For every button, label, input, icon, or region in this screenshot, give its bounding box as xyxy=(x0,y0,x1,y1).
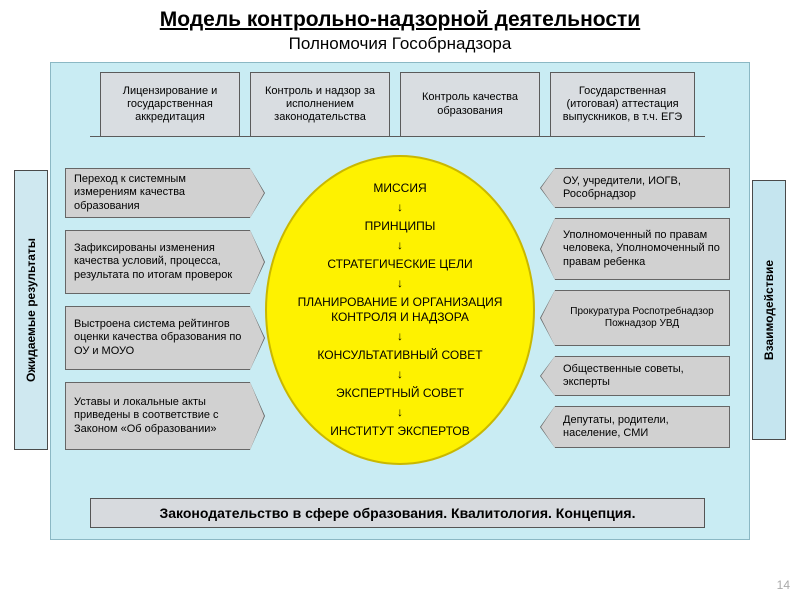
right-arrow-2-text: Прокуратура Роспотребнадзор Пожнадзор УВ… xyxy=(563,306,721,330)
right-arrow-0-text: ОУ, учредители, ИОГВ, Рособрнадзор xyxy=(563,175,721,201)
tab-quality: Контроль качества образования xyxy=(400,72,540,136)
left-arrow-0-text: Переход к системным измерениям качества … xyxy=(74,173,242,213)
circle-arrow-3: ↓ xyxy=(397,329,403,344)
circle-arrow-0: ↓ xyxy=(397,200,403,215)
right-vlabel: Взаимодействие xyxy=(752,180,786,440)
footer-box: Законодательство в сфере образования. Кв… xyxy=(90,498,705,528)
right-arrow-3-text: Общественные советы, эксперты xyxy=(563,363,721,389)
left-arrow-1-text: Зафиксированы изменения качества условий… xyxy=(74,242,242,282)
left-arrow-2: Выстроена система рейтингов оценки качес… xyxy=(65,306,250,370)
right-vlabel-text: Взаимодействие xyxy=(762,260,776,360)
left-vlabel: Ожидаемые результаты xyxy=(14,170,48,450)
right-arrow-1-text: Уполномоченный по правам человека, Уполн… xyxy=(563,229,721,269)
right-arrow-1: Уполномоченный по правам человека, Уполн… xyxy=(555,218,730,280)
circle-arrow-2: ↓ xyxy=(397,276,403,291)
right-arrow-4: Депутаты, родители, население, СМИ xyxy=(555,406,730,448)
circle-arrow-4: ↓ xyxy=(397,367,403,382)
right-arrow-4-text: Депутаты, родители, население, СМИ xyxy=(563,414,721,440)
circle-item-0: МИССИЯ xyxy=(373,181,426,196)
slide-root: Модель контрольно-надзорной деятельности… xyxy=(0,0,800,600)
page-number: 14 xyxy=(777,578,790,592)
circle-arrow-5: ↓ xyxy=(397,405,403,420)
circle-item-5: ЭКСПЕРТНЫЙ СОВЕТ xyxy=(336,386,464,401)
right-arrow-2: Прокуратура Роспотребнадзор Пожнадзор УВ… xyxy=(555,290,730,346)
circle-item-3: ПЛАНИРОВАНИЕ И ОРГАНИЗАЦИЯ КОНТРОЛЯ И НА… xyxy=(287,295,513,325)
slide-subtitle: Полномочия Гособрнадзора xyxy=(0,34,800,58)
left-arrow-3-text: Уставы и локальные акты приведены в соот… xyxy=(74,396,242,436)
left-arrow-3: Уставы и локальные акты приведены в соот… xyxy=(65,382,250,450)
circle-item-2: СТРАТЕГИЧЕСКИЕ ЦЕЛИ xyxy=(327,257,472,272)
circle-item-1: ПРИНЦИПЫ xyxy=(365,219,436,234)
left-vlabel-text: Ожидаемые результаты xyxy=(24,238,38,382)
circle-arrow-1: ↓ xyxy=(397,238,403,253)
left-arrow-1: Зафиксированы изменения качества условий… xyxy=(65,230,250,294)
tabs-underline xyxy=(90,136,705,137)
slide-title: Модель контрольно-надзорной деятельности xyxy=(0,0,800,34)
circle-item-4: КОНСУЛЬТАТИВНЫЙ СОВЕТ xyxy=(317,348,482,363)
circle-item-6: ИНСТИТУТ ЭКСПЕРТОВ xyxy=(330,424,470,439)
center-circle: МИССИЯ ↓ ПРИНЦИПЫ ↓ СТРАТЕГИЧЕСКИЕ ЦЕЛИ … xyxy=(265,155,535,465)
tab-licensing: Лицензирование и государственная аккреди… xyxy=(100,72,240,136)
left-arrow-0: Переход к системным измерениям качества … xyxy=(65,168,250,218)
tab-attestation: Государственная (итоговая) аттестация вы… xyxy=(550,72,695,136)
right-arrow-3: Общественные советы, эксперты xyxy=(555,356,730,396)
left-arrow-2-text: Выстроена система рейтингов оценки качес… xyxy=(74,318,242,358)
right-arrow-0: ОУ, учредители, ИОГВ, Рособрнадзор xyxy=(555,168,730,208)
tab-control-law: Контроль и надзор за исполнением законод… xyxy=(250,72,390,136)
